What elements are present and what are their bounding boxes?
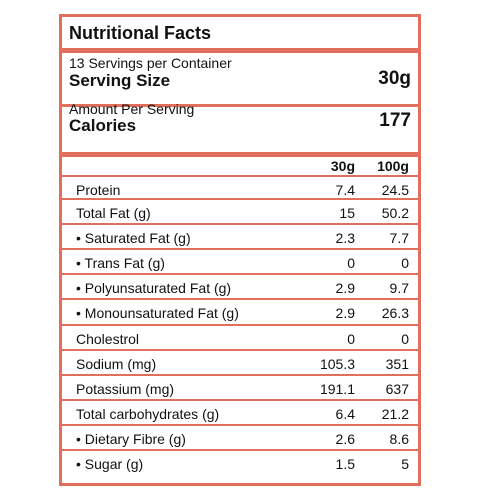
value-per-100g: 5 (401, 456, 409, 473)
nutrient-row: Protein 7.4 24.5 (62, 175, 418, 201)
value-per-30g: 2.9 (335, 280, 355, 297)
nutrient-name: • Sugar (g) (76, 456, 144, 473)
serving-size-label: Serving Size (69, 71, 171, 90)
nutrient-row: Sodium (mg) 105.3 351 (62, 351, 418, 376)
nutrient-name: • Dietary Fibre (g) (76, 430, 186, 447)
column-header-100g: 100g (377, 158, 409, 174)
value-per-100g: 9.7 (389, 280, 409, 297)
calories-label: Calories (69, 116, 137, 135)
value-per-30g: 191.1 (319, 380, 355, 397)
value-per-100g: 0 (401, 330, 409, 347)
divider-thick (62, 152, 418, 157)
value-per-100g: 351 (385, 355, 409, 372)
nutrient-row: • Trans Fat (g) 0 0 (62, 250, 418, 276)
nutrient-row: Total Fat (g) 15 50.2 (62, 200, 418, 226)
value-per-100g: 7.7 (389, 230, 409, 247)
nutrient-row: • Monounsaturated Fat (g) 2.9 26.3 (62, 300, 418, 326)
divider-thick (62, 48, 418, 53)
nutrient-row: • Polyunsaturated Fat (g) 2.9 9.7 (62, 275, 418, 301)
value-per-30g: 2.6 (335, 430, 355, 447)
value-per-30g: 0 (347, 330, 355, 347)
value-per-30g: 7.4 (335, 182, 355, 198)
servings-per-container: 13 Servings per Container (69, 55, 232, 71)
value-per-100g: 26.3 (381, 305, 409, 322)
value-per-100g: 637 (385, 380, 409, 397)
nutrient-row: Cholestrol 0 0 (62, 326, 418, 351)
value-per-30g: 0 (347, 255, 355, 272)
nutrient-rows: Protein 7.4 24.5 Total Fat (g) 15 50.2 • Satur… (62, 175, 418, 476)
nutrient-name: Potassium (mg) (76, 380, 175, 397)
nutrient-name: Sodium (mg) (76, 355, 157, 372)
nutrient-row: Total carbohydrates (g) 6.4 21.2 (62, 401, 418, 426)
panel-title: Nutritional Facts (69, 23, 212, 43)
nutrient-name: • Trans Fat (g) (76, 255, 165, 272)
value-per-30g: 105.3 (319, 355, 355, 372)
nutrient-row: Potassium (mg) 191.1 637 (62, 376, 418, 401)
nutrient-name: Cholestrol (76, 330, 140, 347)
value-per-100g: 50.2 (381, 205, 409, 222)
nutrient-name: • Saturated Fat (g) (76, 230, 191, 247)
nutrient-name: Total Fat (g) (76, 205, 151, 222)
value-per-30g: 15 (339, 205, 355, 222)
value-per-100g: 8.6 (389, 430, 409, 447)
nutrient-name: • Monounsaturated Fat (g) (76, 305, 239, 322)
nutrient-name: Protein (76, 182, 121, 198)
amount-per-serving: Amount Per Serving (69, 101, 195, 117)
value-per-100g: 21.2 (381, 405, 409, 422)
column-header-30g: 30g (330, 158, 355, 174)
nutrient-name: • Polyunsaturated Fat (g) (76, 280, 232, 297)
value-per-100g: 0 (401, 255, 409, 272)
value-per-30g: 6.4 (335, 405, 355, 422)
calories-value: 177 (379, 110, 411, 131)
value-per-30g: 2.9 (335, 305, 355, 322)
nutrient-row: • Dietary Fibre (g) 2.6 8.6 (62, 426, 418, 452)
nutrient-row: • Sugar (g) 1.5 5 (62, 451, 418, 476)
value-per-100g: 24.5 (381, 182, 409, 198)
value-per-30g: 1.5 (335, 456, 355, 473)
serving-size-value: 30g (378, 68, 411, 89)
nutrient-row: • Saturated Fat (g) 2.3 7.7 (62, 225, 418, 251)
value-per-30g: 2.3 (335, 230, 355, 247)
nutrient-name: Total carbohydrates (g) (76, 405, 220, 422)
nutrition-facts-panel: Nutritional Facts 13 Servings per Contai… (59, 14, 421, 486)
divider (62, 104, 418, 107)
